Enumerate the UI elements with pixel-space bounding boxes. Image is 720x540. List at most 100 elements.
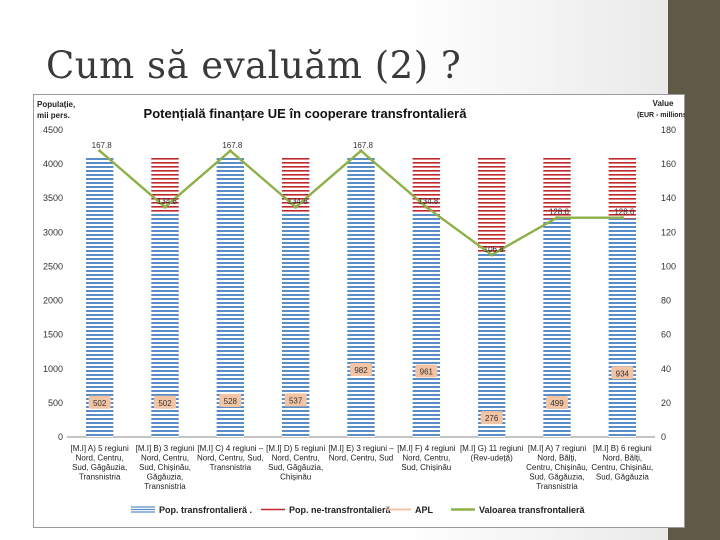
line-value-label: 134.8 (418, 197, 439, 206)
apl-label-box (88, 395, 111, 409)
line-value-label: 128.6 (549, 208, 570, 217)
x-category-label-line: Nord, Centru, (402, 454, 450, 463)
y-tick-left: 2500 (43, 261, 63, 271)
y-tick-left: 1000 (43, 364, 63, 374)
apl-label-box (611, 366, 634, 380)
legend-label: Pop. transfrontalieră . (159, 505, 252, 515)
x-category-label-line: [M.I] A) 5 regiuni (71, 444, 129, 453)
x-category-label: [M.I] A) 7 regiuni Nord, Bălți, Centru, Ch… (526, 444, 588, 491)
apl-data-label: 934 (611, 366, 634, 380)
x-category-label-line: [M.I] C) 4 regiuni – (197, 444, 263, 453)
line-point (163, 205, 167, 209)
x-category-label-line: Sud, Găgăuzia, (529, 473, 584, 482)
line-value-label: 167.8 (353, 141, 374, 150)
y-tick-right: 180 (661, 125, 676, 135)
legend-item: Pop. transfrontalieră . (131, 505, 252, 515)
line-value-label: 128.6 (614, 208, 635, 217)
y-tick-left: 4500 (43, 125, 63, 135)
y-tick-right: 0 (661, 432, 666, 442)
apl-label-text: 528 (224, 397, 238, 406)
apl-data-label: 961 (415, 364, 438, 378)
line-value-label: 167.8 (222, 141, 243, 150)
bar-pop-ne-transfrontaliera (281, 157, 310, 212)
y-tick-left: 4000 (43, 159, 63, 169)
y-tick-right: 140 (661, 193, 676, 203)
x-category-label-line: Chișinău (280, 473, 311, 482)
x-category-label-line: Sud, Găgăuzia (596, 473, 649, 482)
x-category-label-line: Sud, Chișinău (401, 463, 451, 472)
apl-label-box (284, 393, 307, 407)
y-axis-right-label-line: (EUR - millions) (637, 112, 685, 119)
y-tick-left: 500 (48, 398, 63, 408)
x-category-label-line: Sud, Găgăuzia, (268, 463, 323, 472)
bar-pop-transfrontaliera (216, 157, 245, 437)
apl-label-text: 537 (289, 396, 303, 405)
line-value-label: 134.8 (288, 197, 309, 206)
apl-label-box (219, 393, 242, 407)
apl-label-box (415, 364, 438, 378)
line-point (294, 205, 298, 209)
x-category-label: [M.I] E) 3 regiuni – Nord, Centru, Sud (328, 444, 394, 463)
x-category-label-line: [M.I] A) 7 regiuni (528, 444, 586, 453)
x-category-label: [M.I] F) 4 regiuni Nord, Centru, Sud, Chiș… (397, 444, 455, 472)
x-category-label-line: Găgăuzia, (147, 473, 183, 482)
apl-data-label: 537 (284, 393, 307, 407)
x-category-label-line: Nord, Centru, (76, 454, 124, 463)
x-category-label-line: [M.I] D) 5 regiuni (266, 444, 325, 453)
bar-pop-transfrontaliera (412, 211, 441, 437)
legend-label: APL (415, 505, 434, 515)
apl-label-text: 934 (616, 369, 630, 378)
y-tick-right: 80 (661, 296, 671, 306)
legend-item: Valoarea transfrontalieră (451, 505, 586, 515)
bar-pop-ne-transfrontaliera (151, 157, 179, 212)
y-axis-left-label-line: Populație, (37, 100, 75, 109)
x-category-label: [M.I] D) 5 regiuni Nord, Centru, Sud, Găgă… (266, 444, 325, 482)
bar-pop-transfrontaliera (477, 252, 506, 437)
x-category-label-line: [M.I] F) 4 regiuni (397, 444, 455, 453)
bar-pop-ne-transfrontaliera (608, 157, 637, 219)
bar-pop-ne-transfrontaliera (412, 157, 441, 212)
x-category-label-line: Transnistria (536, 482, 578, 491)
x-category-label: [M.I] B) 3 regiuni Nord, Centru, Sud, Chiș… (136, 444, 195, 491)
x-category-label-line: Sud, Chișinău, (139, 463, 191, 472)
x-category-label-line: [M.I] B) 3 regiuni (136, 444, 195, 453)
apl-data-label: 276 (480, 411, 503, 425)
x-category-label-line: [M.I] B) 6 regiuni (593, 444, 652, 453)
apl-label-text: 982 (354, 366, 368, 375)
bar-pop-transfrontaliera (347, 157, 375, 437)
apl-label-text: 961 (420, 367, 434, 376)
x-category-label-line: Nord, Centru, (141, 454, 189, 463)
x-category-label: [M.I] A) 5 regiuni Nord, Centru, Sud, Găgă… (71, 444, 129, 482)
slide-title: Cum să evaluăm (2) ? (46, 44, 462, 87)
line-point (359, 149, 363, 153)
apl-label-text: 502 (93, 399, 107, 408)
line-point (555, 216, 559, 220)
y-axis-left-label-line: mii pers. (37, 111, 70, 120)
chart: Potențială finanțare UE în cooperare tra… (37, 99, 685, 515)
apl-data-label: 502 (88, 395, 111, 409)
y-tick-right: 20 (661, 398, 671, 408)
apl-data-label: 528 (219, 393, 242, 407)
line-point (490, 253, 494, 257)
x-category-label-line: [M.I] E) 3 regiuni – (328, 444, 394, 453)
x-category-label: [M.I] C) 4 regiuni – Nord, Centru, Sud, Tr… (197, 444, 264, 472)
y-tick-right: 40 (661, 364, 671, 374)
apl-label-text: 499 (550, 399, 564, 408)
bar-pop-transfrontaliera (608, 218, 637, 437)
line-point (620, 216, 624, 220)
legend-item: Pop. ne-transfrontalieră (261, 505, 392, 515)
x-category-label-line: Nord, Bălți, (537, 454, 577, 463)
x-category-label-line: Centru, Chișinău, (591, 463, 653, 472)
line-point (424, 205, 428, 209)
y-tick-right: 100 (661, 261, 676, 271)
apl-data-label: 499 (546, 395, 568, 409)
y-tick-left: 1500 (43, 330, 63, 340)
line-value-label: 106.8 (484, 245, 505, 254)
apl-label-box (350, 363, 372, 377)
x-category-label-line: Sud, Găgăuzia, (72, 463, 127, 472)
line-value-label: 134.8 (157, 197, 178, 206)
x-category-label-line: Transnistria (79, 473, 121, 482)
x-category-label-line: Transnistria (144, 482, 186, 491)
bar-pop-ne-transfrontaliera (543, 157, 571, 219)
y-tick-right: 120 (661, 227, 676, 237)
